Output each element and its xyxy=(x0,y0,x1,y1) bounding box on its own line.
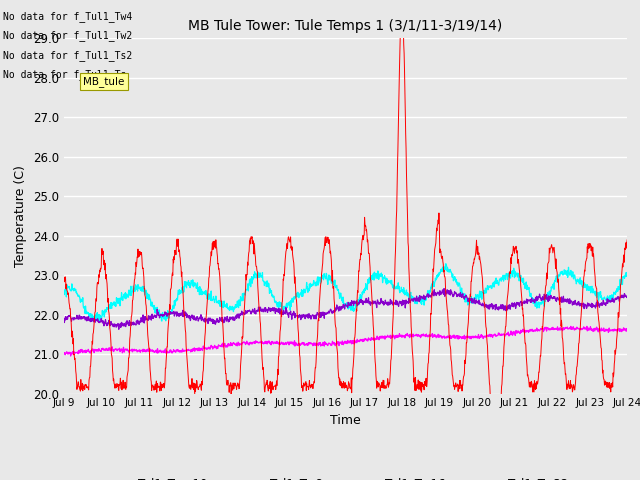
Title: MB Tule Tower: Tule Temps 1 (3/1/11-3/19/14): MB Tule Tower: Tule Temps 1 (3/1/11-3/19… xyxy=(188,19,503,33)
X-axis label: Time: Time xyxy=(330,414,361,427)
Text: No data for f_Tul1_Ts: No data for f_Tul1_Ts xyxy=(3,69,127,80)
Text: MB_tule: MB_tule xyxy=(83,76,125,87)
Legend: Tul1_Tw+10cm, Tul1_Ts-8cm, Tul1_Ts-16cm, Tul1_Ts-32cm: Tul1_Tw+10cm, Tul1_Ts-8cm, Tul1_Ts-16cm,… xyxy=(100,472,591,480)
Text: No data for f_Tul1_Ts2: No data for f_Tul1_Ts2 xyxy=(3,49,132,60)
Text: No data for f_Tul1_Tw4: No data for f_Tul1_Tw4 xyxy=(3,11,132,22)
Text: No data for f_Tul1_Tw2: No data for f_Tul1_Tw2 xyxy=(3,30,132,41)
Y-axis label: Temperature (C): Temperature (C) xyxy=(15,165,28,267)
